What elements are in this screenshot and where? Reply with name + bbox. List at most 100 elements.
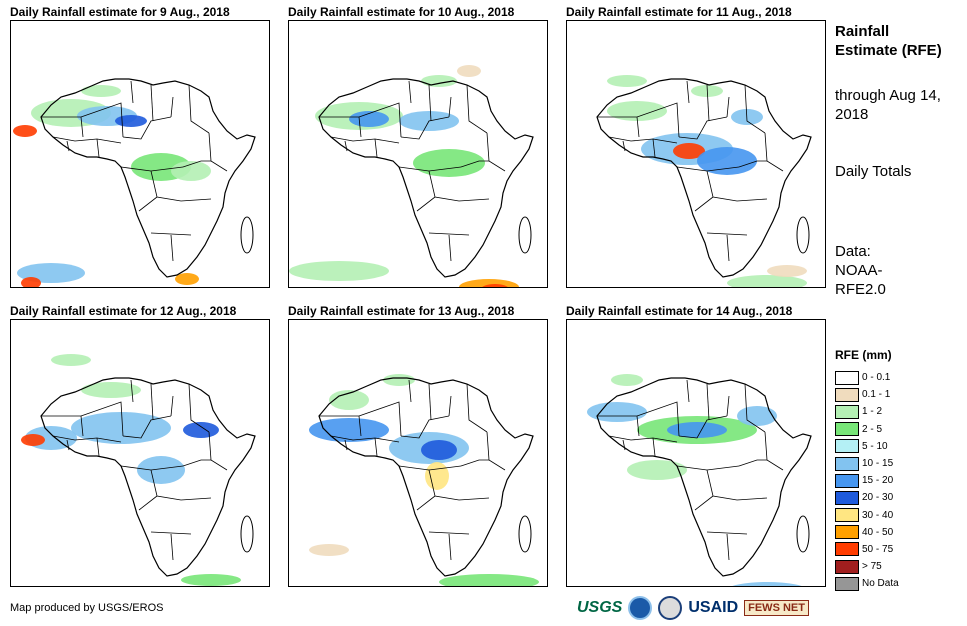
legend-swatch (835, 559, 859, 574)
country-border (344, 140, 348, 152)
legend-swatch (835, 576, 859, 591)
country-border (408, 379, 412, 403)
legend-label: 50 - 75 (862, 543, 894, 555)
legend-item: 5 - 10 (835, 438, 945, 455)
rainfall-area (171, 161, 211, 181)
rainfall-area (71, 412, 171, 444)
map-panel-aug-10: Daily Rainfall estimate for 10 Aug., 201… (288, 4, 548, 288)
country-border (122, 415, 172, 439)
legend-label: 2 - 5 (862, 423, 883, 435)
country-border (744, 84, 766, 134)
rainfall-area (13, 125, 37, 137)
usaid-logo: USAID (688, 599, 739, 616)
country-border (138, 196, 158, 212)
legend-swatch (835, 456, 859, 471)
legend-swatch (835, 387, 859, 402)
rainfall-area (21, 434, 45, 446)
country-border (428, 383, 432, 421)
panel-title: Daily Rainfall estimate for 13 Aug., 201… (288, 304, 515, 318)
country-border (686, 379, 690, 403)
continent-outline (596, 78, 812, 278)
legend-item: 30 - 40 (835, 507, 945, 524)
country-border (66, 140, 70, 152)
country-border (130, 379, 134, 403)
country-border (374, 437, 378, 457)
country-border (208, 132, 228, 172)
country-border (122, 116, 172, 140)
rainfall-area (673, 143, 705, 159)
rainfall-map (288, 319, 548, 587)
rainfall-area (737, 406, 777, 426)
legend-swatch (835, 370, 859, 385)
usgs-logo: USGS (577, 599, 623, 616)
country-border (678, 415, 728, 439)
country-border (400, 116, 450, 140)
country-border (150, 232, 192, 236)
country-border (460, 459, 489, 467)
country-border (170, 395, 174, 417)
legend-label: 30 - 40 (862, 509, 894, 521)
sidebar-through: through Aug 14, 2018 (835, 87, 941, 123)
legend-swatch (835, 542, 859, 557)
madagascar-outline (240, 216, 254, 254)
country-border (96, 437, 100, 457)
country-border (486, 431, 506, 471)
country-border (408, 80, 412, 104)
map-svg (13, 78, 256, 287)
rainfall-area (607, 75, 647, 87)
legend-item: > 75 (835, 558, 945, 575)
country-border (706, 170, 738, 202)
legend-item: 0 - 0.1 (835, 369, 945, 386)
rainfall-area (289, 261, 389, 281)
legend-label: 5 - 10 (862, 440, 888, 452)
rainfall-area (309, 544, 349, 556)
country-border (706, 383, 710, 421)
map-svg (587, 374, 812, 586)
madagascar-outline (518, 515, 532, 553)
country-border (170, 96, 174, 118)
legend-item: 20 - 30 (835, 489, 945, 506)
country-border (608, 435, 678, 443)
country-border (458, 198, 490, 202)
rainfall-area (587, 402, 647, 422)
rainfall-area (329, 390, 369, 410)
legend-swatch (835, 439, 859, 454)
rainfall-map (566, 20, 826, 288)
country-border (622, 140, 626, 152)
legend-item: 50 - 75 (835, 541, 945, 558)
country-border (736, 497, 768, 501)
panel-title: Daily Rainfall estimate for 11 Aug., 201… (566, 5, 792, 19)
legend-item: 0.1 - 1 (835, 386, 945, 403)
madagascar-outline (518, 216, 532, 254)
country-border (458, 497, 490, 501)
continent-outline (596, 377, 812, 577)
country-border (764, 132, 784, 172)
legend-rows: 0 - 0.1 0.1 - 1 1 - 2 2 - 5 5 - 10 10 - 15 15 … (835, 369, 945, 592)
continent-outline (318, 78, 534, 278)
country-border (448, 96, 452, 118)
country-border (460, 160, 489, 168)
country-border (726, 395, 730, 417)
panel-title: Daily Rainfall estimate for 12 Aug., 201… (10, 304, 237, 318)
country-border (180, 497, 212, 501)
continent-outline (318, 377, 534, 577)
rainfall-map (10, 20, 270, 288)
country-border (180, 198, 212, 202)
continent-outline (40, 78, 256, 278)
map-panel-aug-14: Daily Rainfall estimate for 14 Aug., 201… (566, 303, 826, 587)
rainfall-area (667, 422, 727, 438)
country-border (448, 395, 452, 417)
legend-label: 10 - 15 (862, 458, 894, 470)
rainfall-area (383, 374, 415, 386)
country-border (80, 102, 124, 138)
legend-label: > 75 (862, 561, 882, 573)
country-border (744, 383, 766, 433)
country-border (182, 160, 211, 168)
map-svg (289, 65, 534, 287)
country-border (736, 198, 768, 202)
legend-item: 2 - 5 (835, 421, 945, 438)
madagascar-outline (796, 216, 810, 254)
country-border (686, 80, 690, 104)
country-border (738, 160, 767, 168)
rainfall-area (183, 422, 219, 438)
